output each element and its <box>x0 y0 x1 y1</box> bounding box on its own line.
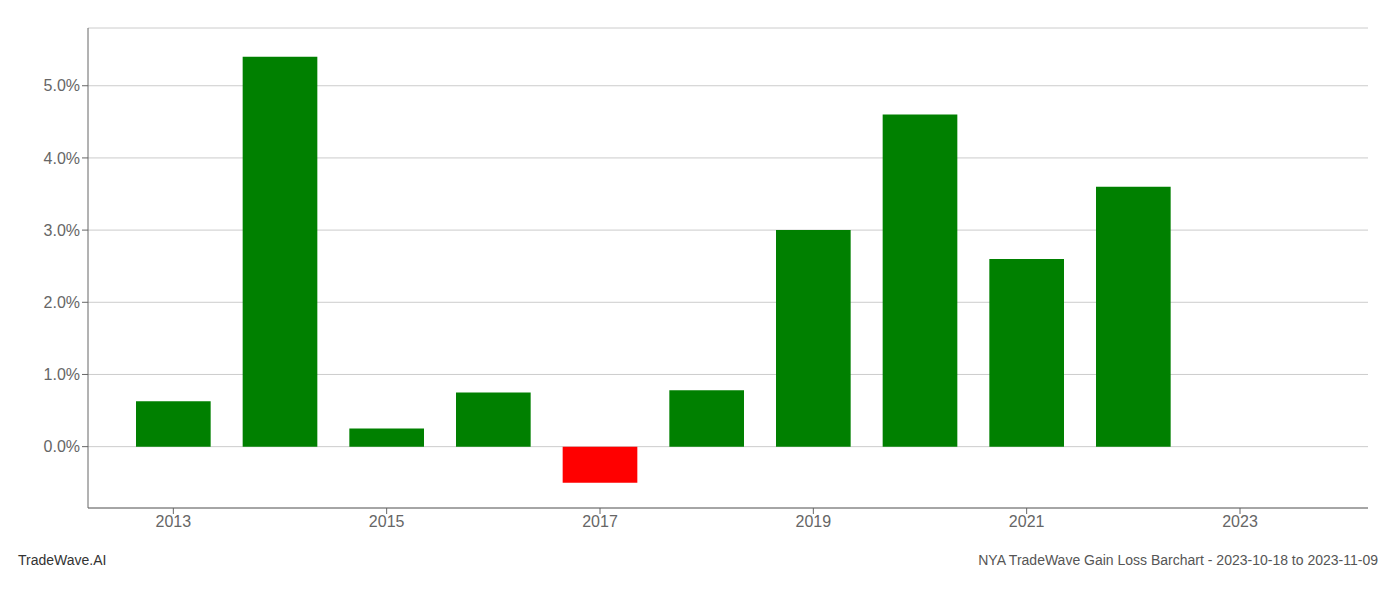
svg-text:4.0%: 4.0% <box>44 150 80 167</box>
html-text:NYA TradeWave Gain Loss Barcha: NYA TradeWave Gain Loss Barchart - 2023-… <box>978 552 1378 568</box>
html-text:TradeWave.AI: TradeWave.AI <box>18 552 107 568</box>
svg-text:2023: 2023 <box>1222 513 1258 530</box>
svg-text:5.0%: 5.0% <box>44 77 80 94</box>
svg-text:2019: 2019 <box>796 513 832 530</box>
svg-text:2013: 2013 <box>156 513 192 530</box>
svg-text:2.0%: 2.0% <box>44 294 80 311</box>
svg-text:2015: 2015 <box>369 513 405 530</box>
svg-text:0.0%: 0.0% <box>44 438 80 455</box>
svg-text:2017: 2017 <box>582 513 618 530</box>
svg-text:2021: 2021 <box>1009 513 1045 530</box>
svg-text:3.0%: 3.0% <box>44 222 80 239</box>
svg-text:1.0%: 1.0% <box>44 366 80 383</box>
